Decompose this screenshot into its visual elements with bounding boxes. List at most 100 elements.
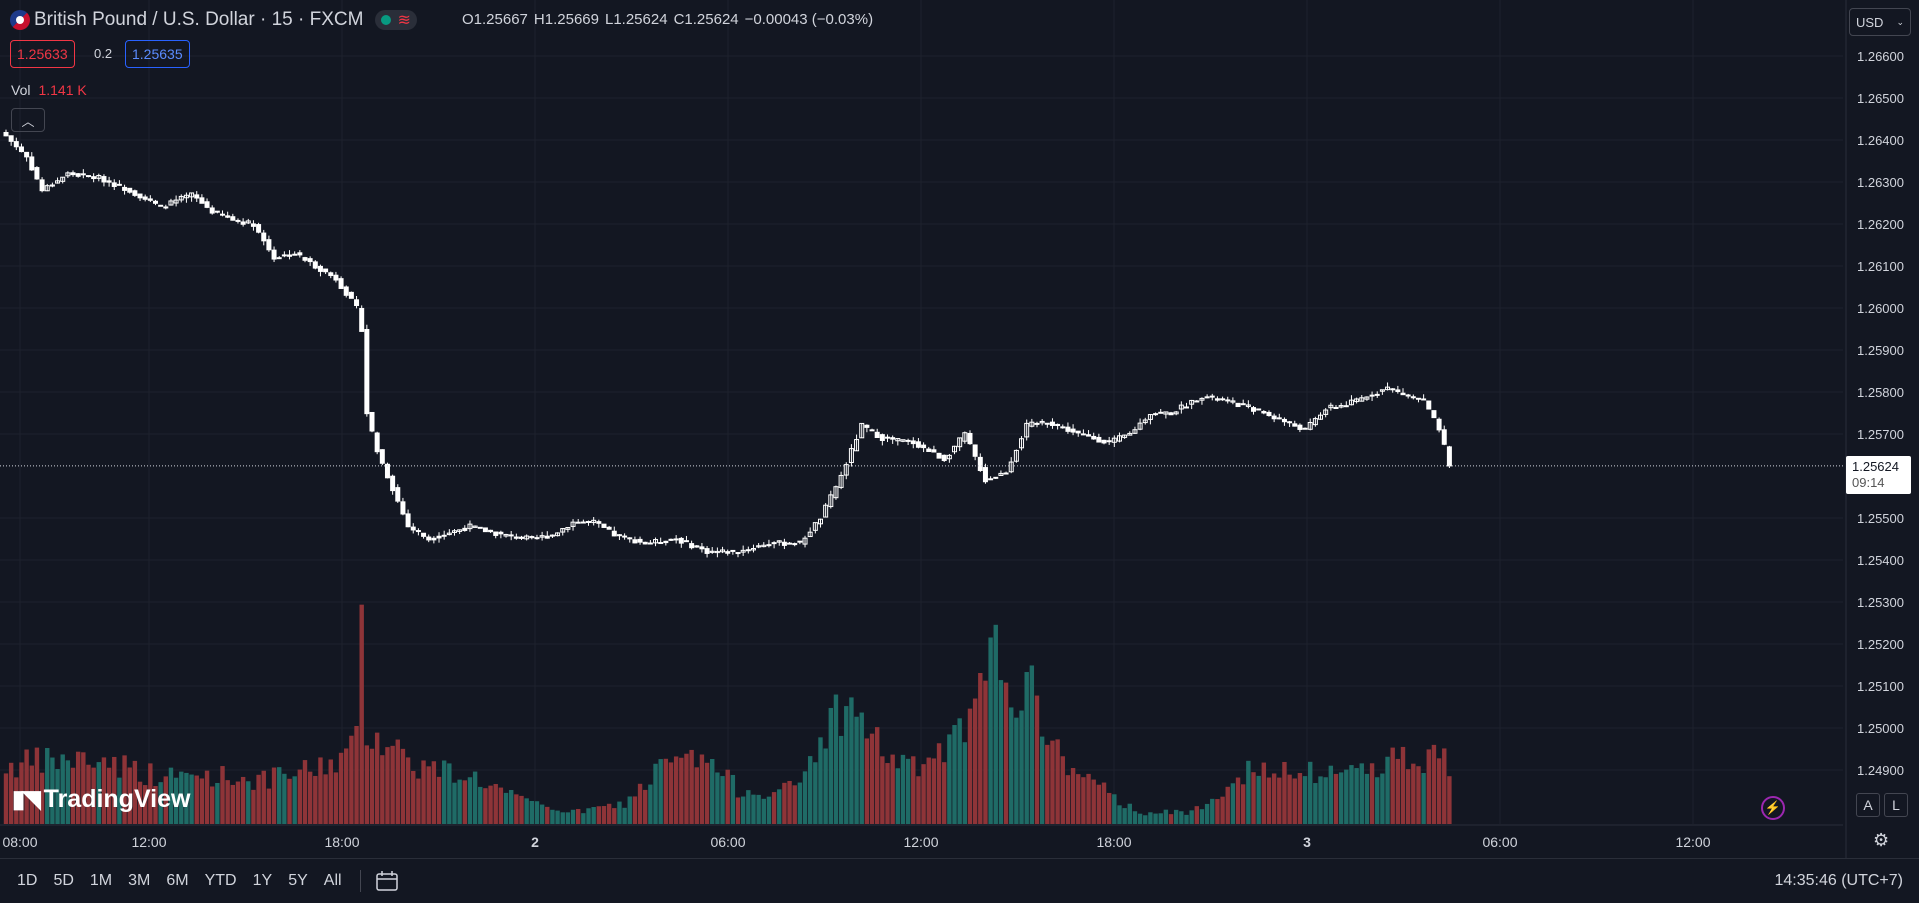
candle-body: [689, 543, 695, 549]
volume-bar: [658, 759, 663, 824]
price-tick-label: 1.25000: [1857, 721, 1904, 736]
settings-gear-icon[interactable]: ⚙: [1873, 830, 1890, 850]
candle-body: [1178, 404, 1184, 410]
volume-bar: [1003, 682, 1009, 824]
candle-body: [524, 535, 530, 540]
candle-body: [885, 436, 891, 439]
candle-body: [946, 454, 952, 460]
volume-bar: [1137, 813, 1143, 824]
range-1m[interactable]: 1M: [89, 872, 113, 889]
range-1d[interactable]: 1D: [17, 872, 38, 889]
buy-button[interactable]: 1.25635: [125, 40, 190, 68]
range-5y[interactable]: 5Y: [288, 872, 308, 889]
lightning-icon[interactable]: ⚡: [1761, 796, 1785, 820]
calendar-icon[interactable]: [375, 870, 399, 892]
volume-bar: [844, 706, 849, 824]
log-scale-button[interactable]: L: [1884, 793, 1908, 817]
collapse-legend-button[interactable]: ︿: [11, 108, 45, 132]
candle-body: [436, 535, 442, 539]
volume-bars: [3, 604, 1452, 824]
volume-bar: [1416, 766, 1421, 824]
candle-body: [1328, 404, 1334, 409]
candle-body: [91, 176, 97, 180]
candle-body: [1013, 449, 1019, 462]
range-5d[interactable]: 5D: [53, 872, 74, 889]
candle-body: [1287, 421, 1293, 424]
candle-body: [1091, 435, 1097, 440]
candle-body: [632, 539, 638, 544]
currency-select[interactable]: USD ⌄: [1849, 8, 1911, 36]
range-all[interactable]: All: [323, 872, 342, 889]
volume-bar: [81, 752, 86, 824]
volume-bar: [1050, 740, 1055, 824]
candle-body: [271, 249, 277, 260]
volume-legend[interactable]: Vol 1.141 K: [11, 82, 87, 98]
candle-body: [905, 439, 911, 442]
volume-bar: [988, 637, 993, 824]
volume-bar: [1282, 761, 1287, 824]
candle-body: [137, 193, 143, 199]
volume-bar: [514, 794, 519, 824]
volume-bar: [431, 761, 437, 824]
candle-body: [1240, 403, 1246, 406]
market-status[interactable]: ≋: [375, 10, 417, 30]
volume-bar: [1241, 784, 1246, 824]
candle-body: [534, 537, 540, 540]
volume-bar: [1117, 805, 1122, 824]
price-tick-label: 1.25300: [1857, 595, 1904, 610]
candle-body: [622, 535, 628, 538]
range-3m[interactable]: 3M: [128, 872, 151, 889]
volume-bar: [560, 812, 565, 824]
candle-body: [1446, 446, 1452, 467]
volume-bar: [318, 757, 323, 824]
volume-bar: [524, 798, 529, 824]
volume-bar: [715, 772, 720, 824]
volume-bar: [457, 779, 462, 824]
volume-bar: [1230, 783, 1236, 824]
candle-body: [1158, 411, 1164, 414]
candle-body: [1261, 411, 1267, 414]
candle-body: [168, 200, 174, 206]
candle-body: [756, 545, 762, 548]
candle-body: [730, 549, 736, 552]
candle-body: [281, 254, 287, 257]
volume-bar: [813, 762, 818, 824]
candle-body: [8, 135, 14, 142]
candle-body: [390, 475, 396, 492]
candle-body: [1086, 434, 1092, 437]
candle-body: [1096, 436, 1102, 443]
volume-bar: [117, 777, 122, 824]
volume-bar: [292, 776, 297, 824]
tradingview-logo[interactable]: ▮◥ TradingView: [12, 785, 190, 814]
volume-bar: [792, 785, 797, 824]
volume-bar: [184, 772, 189, 824]
symbol-header[interactable]: British Pound / U.S. Dollar · 15 · FXCM …: [10, 9, 417, 31]
volume-bar: [787, 780, 792, 824]
candle-body: [173, 199, 179, 204]
clock-timezone[interactable]: 14:35:46 (UTC+7): [1774, 872, 1903, 889]
auto-scale-button[interactable]: A: [1856, 793, 1880, 817]
candle-body: [80, 173, 86, 176]
candle-body: [570, 521, 576, 527]
candle-body: [472, 525, 478, 528]
range-ytd[interactable]: YTD: [204, 872, 237, 889]
candle-body: [1204, 396, 1210, 399]
candle-body: [209, 207, 215, 214]
sell-button[interactable]: 1.25633: [10, 40, 75, 68]
candle-body: [343, 286, 349, 296]
volume-bar: [50, 757, 55, 824]
candle-body: [1415, 397, 1421, 400]
volume-bar: [225, 780, 230, 824]
volume-bar: [849, 697, 854, 824]
candle-body: [859, 422, 865, 439]
range-1y[interactable]: 1Y: [252, 872, 273, 889]
candle-body: [1070, 428, 1076, 433]
symbol-title[interactable]: British Pound / U.S. Dollar · 15 · FXCM: [34, 9, 364, 30]
volume-bar: [1256, 775, 1261, 824]
volume-bar: [251, 789, 256, 824]
candle-body: [787, 542, 793, 545]
volume-bar: [204, 770, 210, 824]
range-6m[interactable]: 6M: [166, 872, 189, 889]
candle-body: [328, 272, 334, 277]
